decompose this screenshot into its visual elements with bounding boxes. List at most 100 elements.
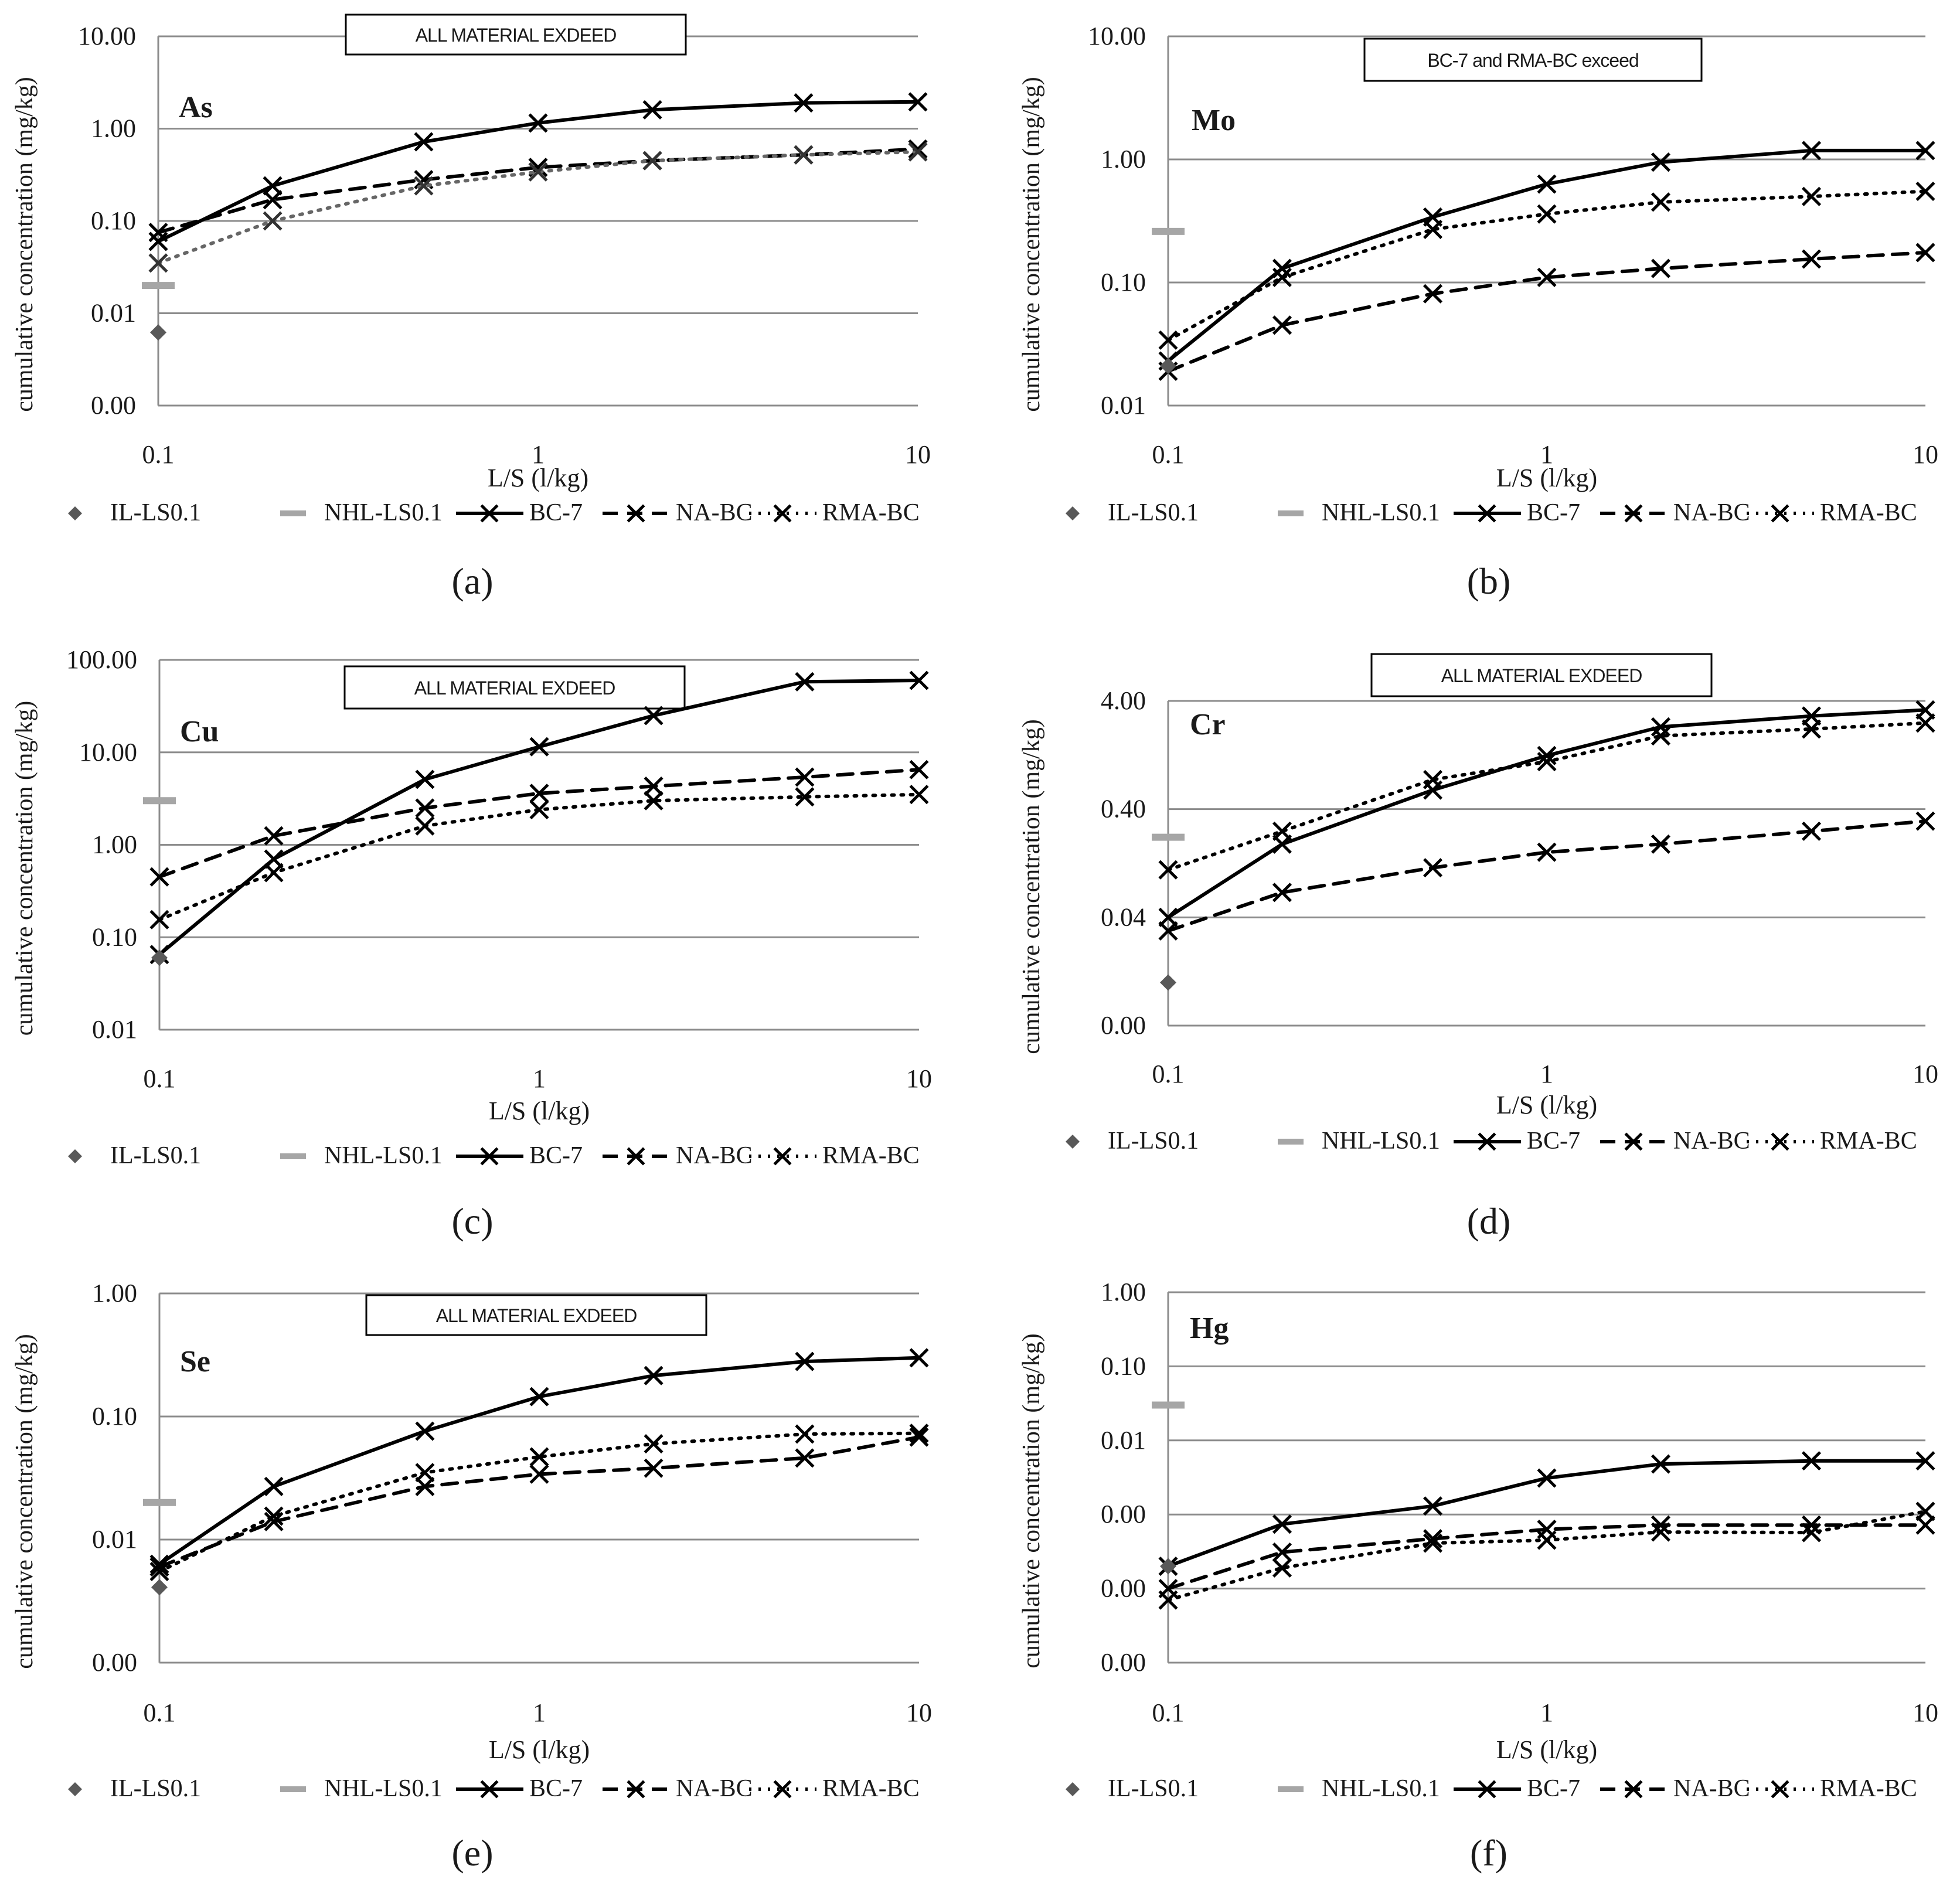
legend-entry-na-bc: NA-BC (1600, 1775, 1750, 1802)
x-axis-title: L/S (l/kg) (1496, 1735, 1597, 1764)
legend-swatch (1066, 506, 1080, 520)
legend-label: NHL-LS0.1 (1322, 499, 1440, 526)
data-point (529, 784, 549, 803)
x-tick-label: 1 (533, 1698, 546, 1727)
legend-label: IL-LS0.1 (1108, 1775, 1199, 1802)
y-axis-title: cumulative concentration (mg/kg) (11, 701, 38, 1036)
data-point (263, 190, 283, 210)
x-tick-label: 1 (1540, 440, 1553, 469)
il-ls01-point (1160, 1558, 1176, 1575)
y-tick-label: 0.01 (92, 1525, 137, 1554)
series-line-rma-bc (1166, 721, 1927, 872)
data-point (149, 1554, 169, 1574)
data-point (909, 760, 929, 779)
x-tick-label: 0.1 (1152, 1060, 1185, 1088)
legend-label: RMA-BC (1820, 1775, 1917, 1802)
x-tick-label: 1 (1540, 1698, 1553, 1727)
data-point (528, 113, 548, 133)
data-point (1537, 1530, 1557, 1550)
data-point (1272, 315, 1292, 335)
data-point (1651, 1515, 1671, 1535)
chart-panel-se: 0.00 0.01 0.10 1.00 0.1 1 10 L/S (l/kg) cumulati… (11, 1279, 932, 1874)
legend-entry-il-ls0-1: IL-LS0.1 (68, 1775, 201, 1802)
legend-label: NA-BC (1673, 1775, 1750, 1802)
chart-panel-as: 0.00 0.01 0.10 1.00 10.00 0.1 1 10 L/S (l/kg) cum… (11, 13, 931, 602)
data-point (1423, 284, 1443, 304)
data-point (1915, 1515, 1935, 1535)
legend-entry-bc-7: BC-7 (1454, 1128, 1580, 1155)
chart-panel-cr: 0.00 0.04 0.40 4.00 0.1 1 10 L/S (l/kg) cumulati… (1018, 653, 1938, 1242)
legend-label: RMA-BC (822, 1775, 920, 1802)
legend-marker (1624, 1132, 1643, 1151)
chart-panel-mo: 0.01 0.10 1.00 10.00 0.1 1 10 L/S (l/kg) cumulat… (1018, 22, 1938, 602)
data-point (1272, 883, 1292, 903)
chart-panel-cu: 0.01 0.10 1.00 10.00 100.00 0.1 1 10 L/S (l/kg) c… (11, 645, 932, 1242)
data-point (1801, 706, 1822, 726)
x-tick-label: 0.1 (144, 1064, 176, 1093)
data-point (909, 670, 929, 690)
legend-entry-rma-bc: RMA-BC (1747, 1128, 1917, 1155)
data-point (529, 1387, 549, 1407)
data-point (264, 1506, 284, 1526)
legend-marker (1478, 1780, 1496, 1799)
data-point (644, 777, 663, 796)
legend: IL-LS0.1 NHL-LS0.1 BC-7 NA-BC RMA-BC (68, 1775, 920, 1802)
legend-marker (1478, 504, 1496, 523)
y-tick-label: 0.00 (91, 391, 136, 420)
data-point (795, 672, 815, 692)
y-tick-label: 0.10 (91, 206, 136, 235)
legend-marker (1624, 1780, 1643, 1799)
legend-label: BC-7 (1527, 1775, 1580, 1802)
data-point (1158, 1590, 1178, 1610)
legend-entry-nhl-ls0-1: NHL-LS0.1 (280, 1775, 443, 1802)
legend-marker (627, 1147, 645, 1166)
x-tick-label: 10 (906, 1064, 932, 1093)
data-point (1651, 1454, 1671, 1474)
legend-label: IL-LS0.1 (110, 1142, 201, 1169)
nhl-ls01-marker (142, 282, 175, 290)
legend-entry-il-ls0-1: IL-LS0.1 (1066, 499, 1199, 526)
data-point (1651, 192, 1671, 212)
data-point (1272, 267, 1292, 287)
legend-swatch (68, 506, 82, 520)
data-point (1272, 1542, 1292, 1562)
legend-entry-na-bc: NA-BC (1600, 1128, 1750, 1155)
il-ls01-point (151, 1579, 168, 1596)
y-tick-label: 10.00 (79, 738, 137, 767)
element-label: Mo (1192, 104, 1236, 137)
panel-label: (e) (451, 1832, 493, 1874)
y-tick-label: 10.00 (1088, 22, 1146, 50)
x-tick-label: 10 (1913, 1060, 1938, 1088)
legend-label: NA-BC (676, 499, 753, 526)
legend-entry-bc-7: BC-7 (1454, 1775, 1580, 1802)
data-point (528, 162, 548, 182)
data-point (415, 816, 435, 836)
data-point (1272, 1514, 1292, 1534)
element-label: As (179, 91, 213, 124)
data-point (264, 1476, 284, 1496)
legend-swatch (280, 1153, 306, 1159)
x-tick-label: 10 (1913, 440, 1938, 469)
legend-entry-rma-bc: RMA-BC (749, 499, 920, 526)
legend-entry-rma-bc: RMA-BC (749, 1775, 920, 1802)
data-point (1651, 1522, 1671, 1542)
il-ls01-point (151, 949, 168, 966)
legend: IL-LS0.1 NHL-LS0.1 BC-7 NA-BC RMA-BC (1066, 499, 1917, 526)
x-axis-title: L/S (l/kg) (488, 464, 588, 492)
legend-label: IL-LS0.1 (110, 1775, 201, 1802)
data-point (908, 139, 928, 159)
data-point (1651, 834, 1671, 854)
data-point (1272, 821, 1292, 841)
legend-entry-na-bc: NA-BC (603, 1775, 753, 1802)
legend-label: BC-7 (529, 1775, 583, 1802)
data-point (1158, 860, 1178, 880)
y-tick-label: 0.00 (1101, 1574, 1146, 1603)
legend-entry-bc-7: BC-7 (1454, 499, 1580, 526)
data-point (1537, 1468, 1557, 1488)
legend-entry-rma-bc: RMA-BC (1747, 499, 1917, 526)
legend-marker (480, 1780, 499, 1799)
legend-marker (627, 1780, 645, 1799)
x-tick-label: 1 (532, 440, 545, 469)
legend-entry-bc-7: BC-7 (456, 1775, 583, 1802)
legend-swatch (1066, 1135, 1080, 1149)
